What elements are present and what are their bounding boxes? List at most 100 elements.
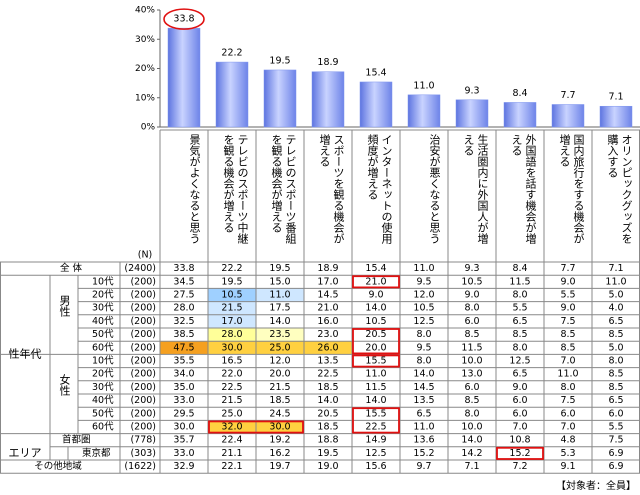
cell: 35.0	[173, 382, 194, 393]
cell: 35.7	[173, 435, 194, 446]
row-label: 30代	[92, 382, 114, 393]
cell: 10.5	[461, 276, 482, 287]
row-label: 20代	[92, 290, 114, 301]
cell: 32.5	[173, 316, 194, 327]
cell: 8.0	[464, 303, 479, 314]
cell: 23.0	[317, 329, 338, 340]
cell: 16.2	[269, 448, 290, 459]
cell: 5.5	[560, 290, 575, 301]
cell: 22.5	[317, 369, 338, 380]
cell: 6.0	[512, 395, 527, 406]
cell: 21.5	[221, 395, 242, 406]
cell: 14.9	[365, 435, 386, 446]
cell: 21.5	[221, 303, 242, 314]
row-label: 40代	[92, 316, 114, 327]
cell: 24.5	[269, 408, 290, 419]
row-label: 10代	[92, 356, 114, 367]
category-label: 治安が悪くなると思う	[428, 134, 441, 244]
row-label: 50代	[92, 329, 114, 340]
cell: 10.5	[413, 303, 434, 314]
cell: 21.5	[269, 382, 290, 393]
cell: 12.0	[269, 356, 290, 367]
cell: 22.1	[221, 461, 242, 472]
cell: 22.5	[221, 382, 242, 393]
cell: 7.5	[560, 316, 575, 327]
cell: 18.8	[317, 435, 338, 446]
cell: 9.0	[464, 290, 479, 301]
row-n: (2400)	[124, 263, 156, 274]
cell-highlight	[256, 420, 304, 434]
value-label: 7.1	[608, 92, 623, 103]
cell: 18.5	[317, 422, 338, 433]
row-label: 30代	[92, 303, 114, 314]
cell: 17.0	[317, 276, 338, 287]
cell: 9.1	[560, 461, 575, 472]
cell-highlight	[208, 314, 256, 328]
cell: 25.0	[269, 342, 290, 353]
cell: 19.7	[269, 461, 290, 472]
cell: 22.4	[221, 435, 242, 446]
y-tick-label: 30%	[135, 35, 155, 45]
category-label: テレビのスポーツ中継を観る機会が増える	[222, 134, 249, 244]
cell: 8.0	[608, 356, 623, 367]
cell: 10.5	[365, 316, 386, 327]
row-label: 50代	[92, 408, 114, 419]
cell: 29.5	[173, 408, 194, 419]
cell: 9.0	[560, 303, 575, 314]
cell: 30.0	[173, 422, 194, 433]
row-n: (778)	[130, 435, 156, 446]
cell: 8.5	[560, 329, 575, 340]
cell: 16.0	[317, 316, 338, 327]
cell: 16.5	[221, 356, 242, 367]
cell: 15.2	[413, 448, 434, 459]
row-label: 東京都	[82, 447, 111, 459]
value-label: 8.4	[512, 88, 527, 99]
cell: 7.1	[464, 461, 479, 472]
cell: 5.0	[608, 290, 623, 301]
row-n: (200)	[130, 290, 156, 301]
row-label: 首都圏	[62, 434, 91, 446]
cell: 14.0	[317, 395, 338, 406]
cell-highlight	[208, 341, 256, 355]
cell: 33.0	[173, 448, 194, 459]
cell: 30.0	[269, 422, 290, 433]
cell: 12.5	[509, 356, 530, 367]
cell: 22.5	[365, 422, 386, 433]
cell: 21.0	[365, 276, 386, 287]
value-label: 11.0	[413, 80, 434, 91]
highlight-box	[208, 420, 304, 434]
cell: 6.0	[608, 408, 623, 419]
value-label: 7.7	[560, 90, 575, 101]
cell: 19.2	[269, 435, 290, 446]
cell: 28.0	[173, 303, 194, 314]
row-n: (200)	[130, 342, 156, 353]
row-n: (200)	[130, 382, 156, 393]
cell: 7.5	[608, 435, 623, 446]
cell: 5.5	[608, 422, 623, 433]
cell: 10.8	[509, 435, 530, 446]
bar	[311, 71, 345, 128]
cell-highlight	[304, 341, 352, 355]
cell: 8.0	[512, 342, 527, 353]
y-tick-label: 20%	[135, 64, 155, 74]
cell: 20.5	[317, 408, 338, 419]
cell: 14.0	[365, 395, 386, 406]
cell: 30.0	[221, 342, 242, 353]
cell: 26.0	[317, 342, 338, 353]
cell: 7.5	[560, 395, 575, 406]
cell-highlight	[208, 328, 256, 342]
cell: 7.2	[512, 461, 527, 472]
cell-highlight	[160, 341, 208, 355]
cell: 6.0	[464, 316, 479, 327]
cell: 6.0	[512, 408, 527, 419]
cell: 9.0	[512, 382, 527, 393]
cell: 9.0	[560, 276, 575, 287]
cell: 33.8	[173, 263, 194, 274]
cell: 12.0	[413, 290, 434, 301]
cell: 13.5	[413, 395, 434, 406]
cell: 9.3	[464, 263, 479, 274]
cell: 22.0	[221, 369, 242, 380]
category-label: 景気がよくなると思う	[188, 134, 201, 244]
n-header: (N)	[138, 250, 153, 261]
